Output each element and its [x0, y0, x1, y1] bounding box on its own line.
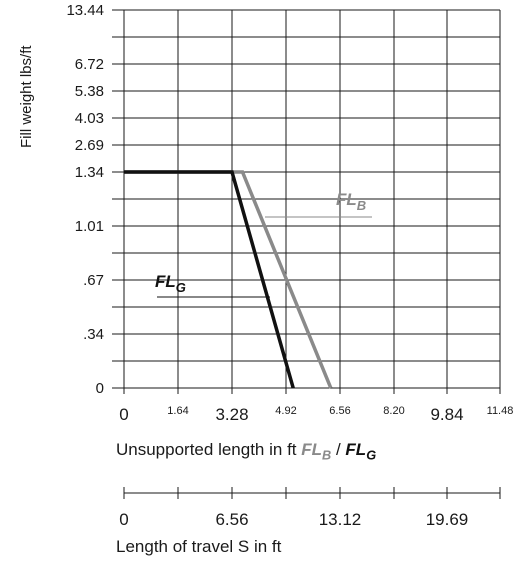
y-tick-label: .34 [83, 326, 104, 343]
x-axis-label-separator: / [331, 440, 346, 459]
secondary-tick-label: 19.69 [426, 510, 469, 529]
series-label-flb: FLB [336, 190, 366, 213]
x-tick-label-small: 8.20 [383, 405, 404, 417]
tick-labels: 0 .34 .67 1.01 1.34 2.69 4.03 5.38 6.72 13.44 0 3.2… [66, 2, 513, 424]
x-tick-label-small: 4.92 [275, 405, 296, 417]
y-tick-label: 4.03 [75, 110, 104, 127]
y-tick-label: 1.01 [75, 218, 104, 235]
grid [112, 9, 501, 394]
y-tick-label: 0 [96, 380, 104, 397]
secondary-x-axis-label: Length of travel S in ft [116, 537, 282, 556]
secondary-axis: 0 6.56 13.12 19.69 [119, 487, 501, 529]
series-label-flg: FLG [155, 272, 186, 295]
x-tick-label-small: 11.48 [487, 405, 514, 417]
x-axis-label-flg: FLG [345, 440, 377, 463]
x-tick-label: 9.84 [430, 405, 463, 424]
x-tick-label-small: 1.64 [167, 405, 188, 417]
x-tick-label: 3.28 [215, 405, 248, 424]
series-line-flg [124, 170, 295, 389]
x-axis-label-flb: FLB [301, 440, 332, 463]
secondary-tick-label: 6.56 [215, 510, 248, 529]
y-tick-label: 1.34 [75, 164, 104, 181]
y-axis-label: Fill weight lbs/ft [18, 45, 35, 148]
y-tick-label: 6.72 [75, 56, 104, 73]
x-axis-label-text: Unsupported length in ft [116, 440, 302, 459]
x-axis-label: Unsupported length in ft FLB / FLG [116, 440, 376, 462]
y-tick-label: 2.69 [75, 137, 104, 154]
y-tick-label: 13.44 [66, 2, 104, 19]
x-tick-label-small: 6.56 [329, 405, 350, 417]
y-tick-label: .67 [83, 272, 104, 289]
series-lines [124, 170, 333, 389]
secondary-tick-label: 0 [119, 510, 128, 529]
secondary-tick-label: 13.12 [319, 510, 362, 529]
x-tick-label: 0 [119, 405, 128, 424]
y-tick-label: 5.38 [75, 83, 104, 100]
series-annotations: FLB FLG [155, 190, 372, 298]
